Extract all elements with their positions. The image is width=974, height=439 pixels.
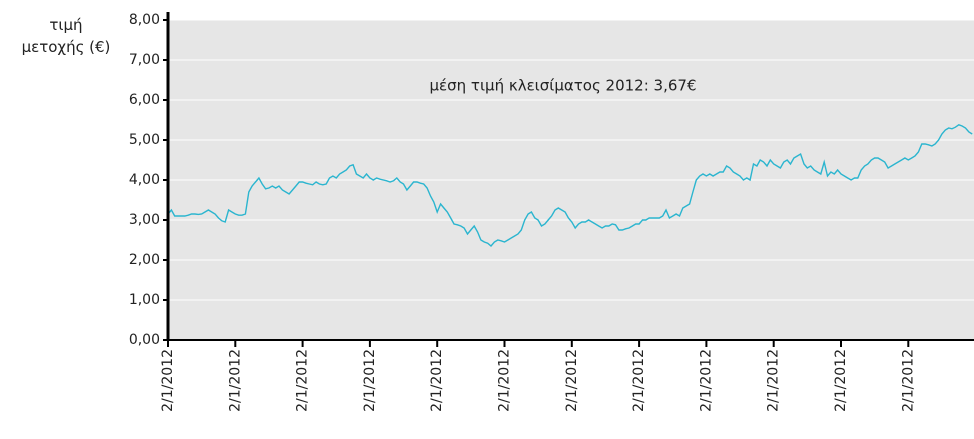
- y-tick-label: 3,00: [129, 212, 160, 228]
- y-tick-label: 8,00: [129, 12, 160, 28]
- y-tick-label: 1,00: [129, 292, 160, 308]
- price-line: [167, 124, 973, 247]
- y-tick-label: 5,00: [129, 132, 160, 148]
- annotation: μέση τιμή κλεισίματος 2012: 3,67€: [430, 77, 697, 95]
- x-tick-label: 2/1/2012: [295, 349, 311, 412]
- x-tick-label: 2/1/2012: [429, 349, 445, 412]
- x-tick-label: 2/1/2012: [766, 349, 782, 412]
- x-tick-label: 2/1/2012: [564, 349, 580, 412]
- y-axis-label: τιμή μετοχής (€): [21, 16, 111, 56]
- x-tick-label: 2/1/2012: [227, 349, 243, 412]
- x-tick-label: 2/1/2012: [362, 349, 378, 412]
- y-tick-label: 2,00: [129, 252, 160, 268]
- y-tick-label: 7,00: [129, 52, 160, 68]
- y-tick-label: 0,00: [129, 332, 160, 348]
- y-tick-label: 4,00: [129, 172, 160, 188]
- x-tick-label: 2/1/2012: [160, 349, 176, 412]
- x-tick-label: 2/1/2012: [900, 349, 916, 412]
- y-tick-label: 6,00: [129, 92, 160, 108]
- x-tick-label: 2/1/2012: [497, 349, 513, 412]
- x-tick-label: 2/1/2012: [698, 349, 714, 412]
- x-tick-label: 2/1/2012: [833, 349, 849, 412]
- x-tick-label: 2/1/2012: [631, 349, 647, 412]
